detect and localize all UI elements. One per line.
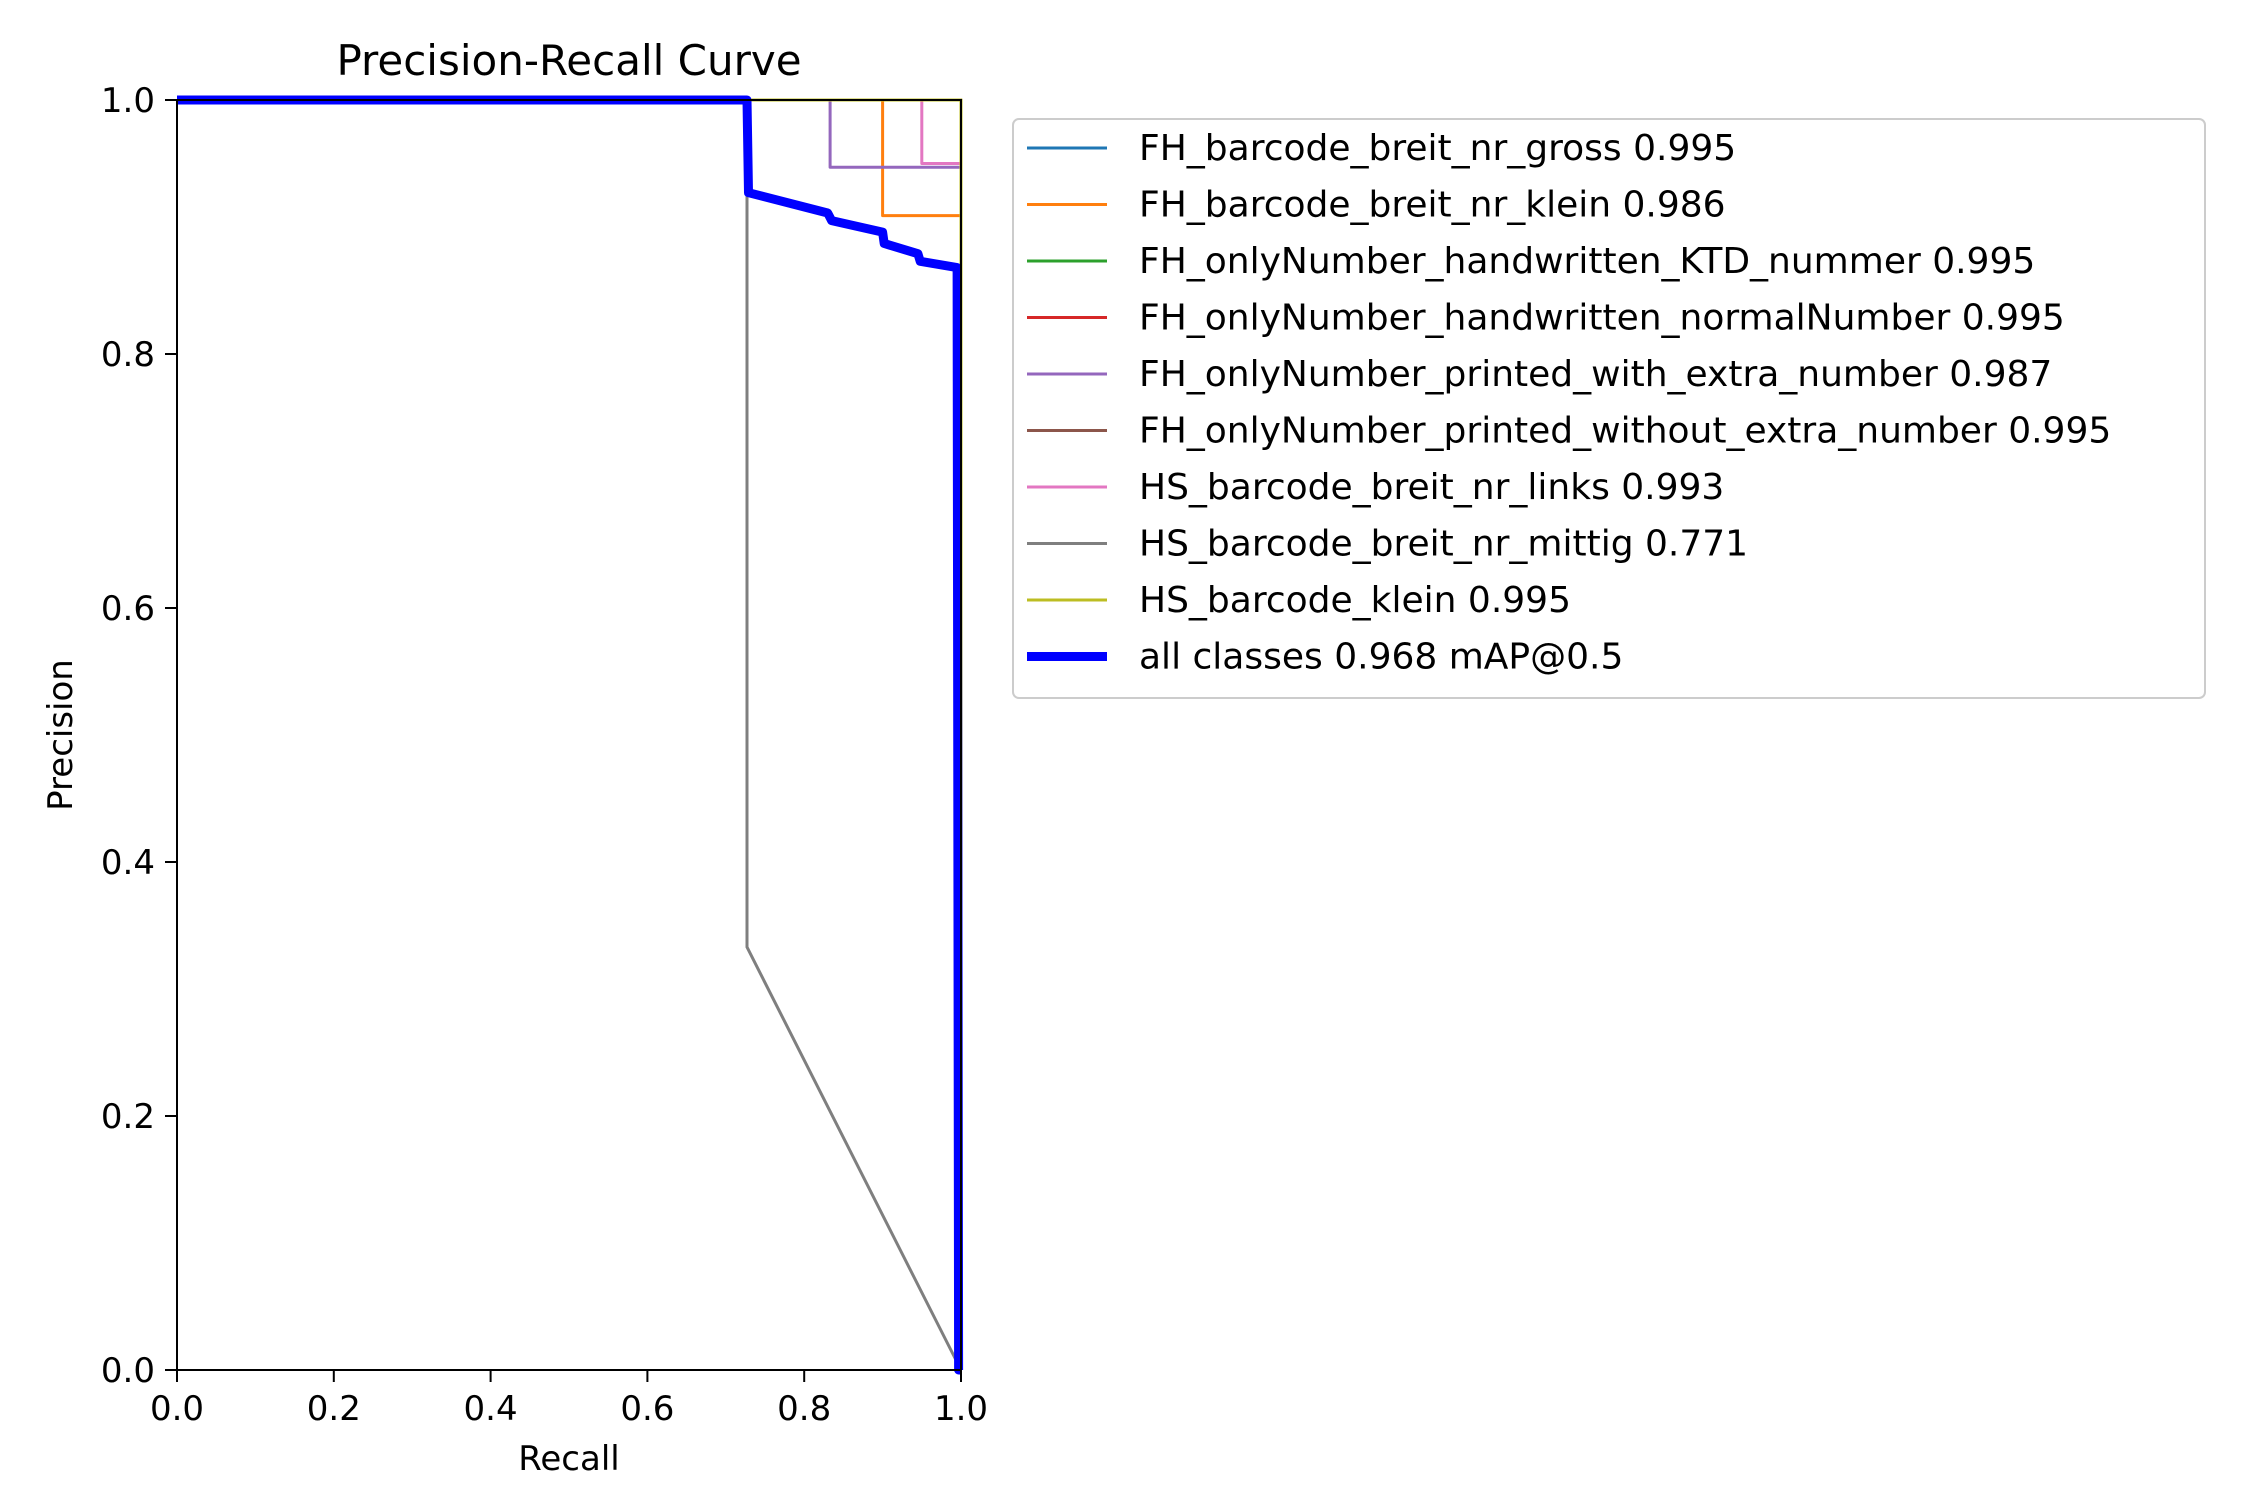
y-tick-label: 1.0 [101, 81, 155, 121]
legend-label: HS_barcode_breit_nr_mittig 0.771 [1139, 524, 1748, 565]
legend-label: FH_onlyNumber_printed_without_extra_numb… [1139, 411, 2111, 452]
legend-frame [1012, 118, 2206, 699]
legend-label: FH_onlyNumber_handwritten_normalNumber 0… [1139, 298, 2065, 339]
x-tick-label: 0.8 [777, 1389, 831, 1429]
x-tick-label: 0.0 [150, 1389, 204, 1429]
legend-label: all classes 0.968 mAP@0.5 [1139, 637, 1623, 678]
chart-title: Precision-Recall Curve [336, 36, 801, 85]
x-tick-label: 0.4 [464, 1389, 518, 1429]
x-axis-ticks: 0.0 0.2 0.4 0.6 0.8 1.0 [150, 1370, 988, 1429]
y-tick-label: 0.8 [101, 335, 155, 375]
plot-frame [176, 99, 962, 1371]
legend-label: FH_onlyNumber_printed_with_extra_number … [1139, 354, 2052, 395]
x-axis-label: Recall [518, 1439, 619, 1479]
y-tick-label: 0.0 [101, 1351, 155, 1391]
legend-items: FH_barcode_breit_nr_gross 0.995 FH_barcod… [1027, 128, 2111, 678]
legend-label: HS_barcode_klein 0.995 [1139, 580, 1571, 621]
x-tick-label: 0.6 [620, 1389, 674, 1429]
x-tick-label: 0.2 [307, 1389, 361, 1429]
x-tick-label: 1.0 [934, 1389, 988, 1429]
legend-label: FH_barcode_breit_nr_klein 0.986 [1139, 185, 1726, 226]
y-axis-ticks: 0.0 0.2 0.4 0.6 0.8 1.0 [101, 81, 177, 1391]
legend: FH_barcode_breit_nr_gross 0.995 FH_barcod… [1012, 118, 2206, 699]
legend-label: HS_barcode_breit_nr_links 0.993 [1139, 467, 1724, 508]
y-axis-label: Precision [41, 659, 81, 811]
legend-label: FH_barcode_breit_nr_gross 0.995 [1139, 128, 1736, 169]
series-line-10 [177, 95, 964, 1375]
y-tick-label: 0.2 [101, 1097, 155, 1137]
legend-label: FH_onlyNumber_handwritten_KTD_nummer 0.9… [1139, 241, 2035, 282]
y-tick-label: 0.6 [101, 589, 155, 629]
y-tick-label: 0.4 [101, 843, 155, 883]
